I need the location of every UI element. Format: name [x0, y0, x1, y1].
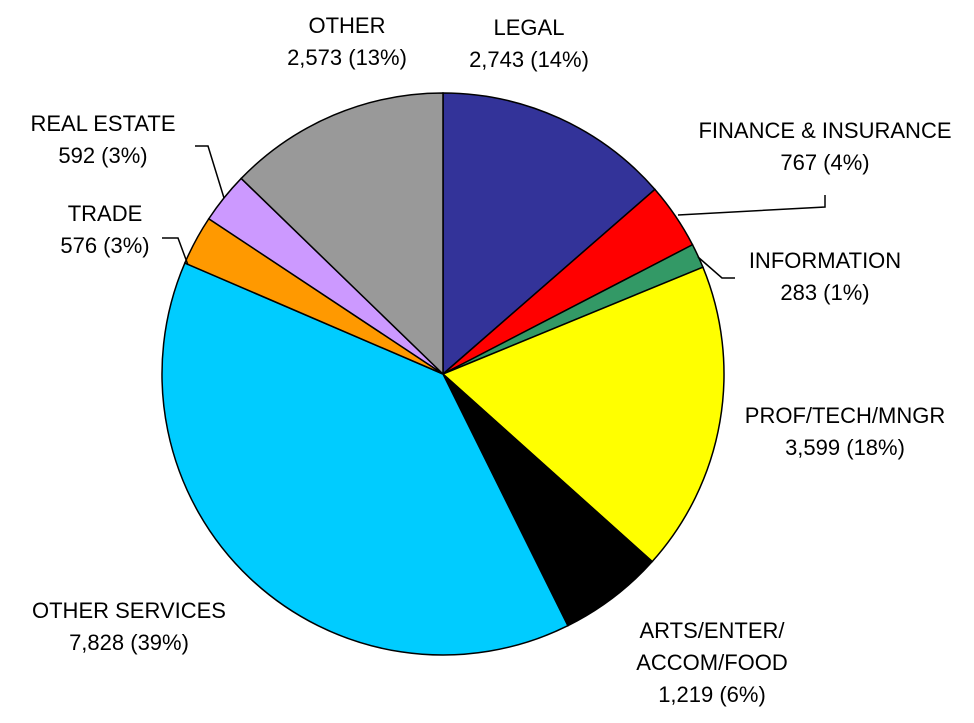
- value-label: 2,573 (13%): [287, 45, 407, 70]
- slice-label: FINANCE & INSURANCE 767 (4%): [698, 115, 951, 179]
- category-label: FINANCE & INSURANCE: [698, 118, 952, 143]
- slice-label: PROF/TECH/MNGR 3,599 (18%): [745, 400, 945, 464]
- leader-line: [677, 195, 826, 216]
- value-label: 3,599 (18%): [785, 435, 905, 460]
- category-label: OTHER: [308, 13, 386, 38]
- category-label: ARTS/ENTER/ ACCOM/FOOD: [636, 618, 788, 675]
- category-label: INFORMATION: [748, 248, 902, 273]
- leader-line: [697, 256, 735, 279]
- slice-label: REAL ESTATE 592 (3%): [30, 108, 175, 172]
- category-label: REAL ESTATE: [30, 111, 176, 136]
- value-label: 576 (3%): [60, 233, 150, 258]
- category-label: OTHER SERVICES: [32, 598, 226, 623]
- pie-slice: [441, 266, 725, 563]
- pie-slice: [240, 92, 444, 376]
- leader-line: [162, 237, 189, 266]
- value-label: 283 (1%): [780, 280, 870, 305]
- slice-label: INFORMATION 283 (1%): [749, 245, 901, 309]
- slice-label: TRADE 576 (3%): [60, 198, 149, 262]
- category-label: PROF/TECH/MNGR: [744, 403, 946, 428]
- pie-slice: [442, 92, 656, 376]
- slice-label: OTHER 2,573 (13%): [287, 10, 407, 74]
- slice-label: OTHER SERVICES 7,828 (39%): [32, 595, 226, 659]
- value-label: 767 (4%): [780, 150, 870, 175]
- slice-label: ARTS/ENTER/ ACCOM/FOOD 1,219 (6%): [636, 615, 788, 711]
- category-label: TRADE: [67, 201, 143, 226]
- pie-slice: [161, 262, 569, 656]
- value-label: 1,219 (6%): [658, 682, 766, 707]
- value-label: 7,828 (39%): [69, 630, 189, 655]
- leader-line: [195, 145, 225, 199]
- value-label: 592 (3%): [58, 143, 148, 168]
- slice-label: LEGAL 2,743 (14%): [469, 12, 589, 76]
- category-label: LEGAL: [493, 15, 565, 40]
- value-label: 2,743 (14%): [469, 47, 589, 72]
